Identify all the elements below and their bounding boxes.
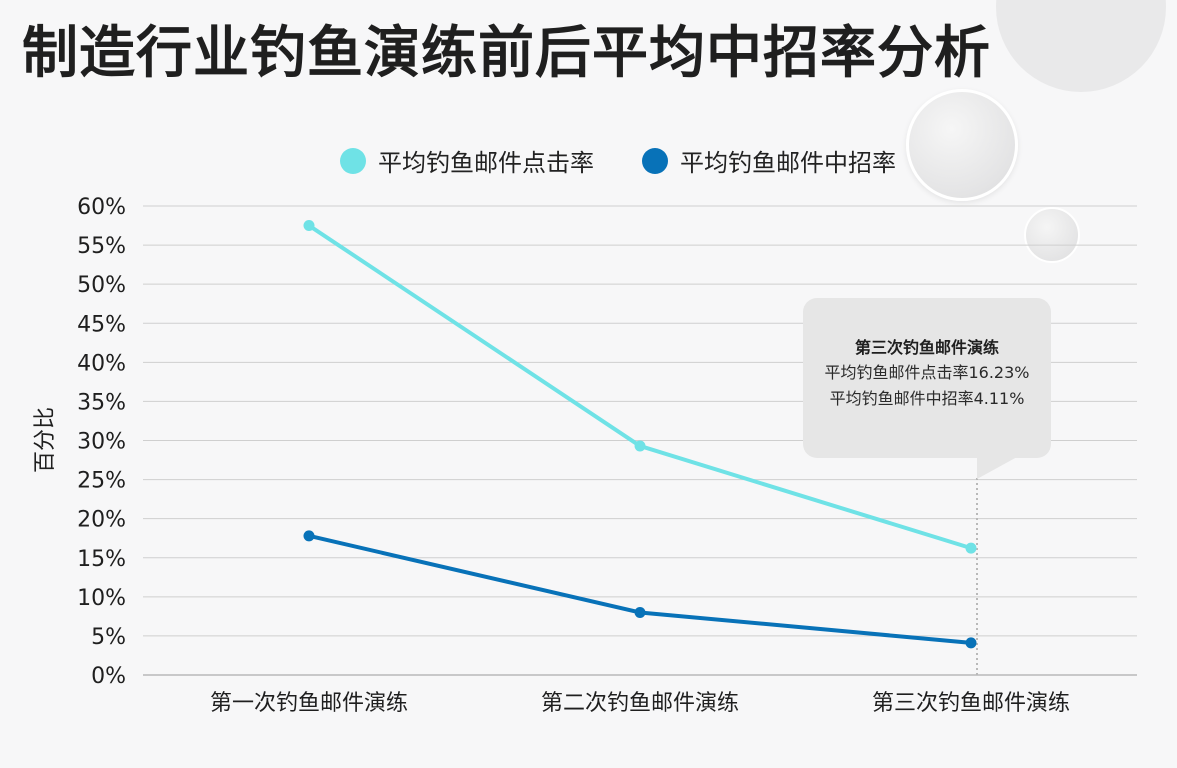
- y-tick-label: 0%: [91, 664, 126, 689]
- data-point-click-rate: [303, 220, 315, 232]
- data-point-click-rate: [965, 542, 977, 554]
- x-tick-label: 第一次钓鱼邮件演练: [210, 691, 408, 716]
- legend-marker-click-rate: [340, 147, 366, 174]
- series-line-compromise-rate: [307, 533, 973, 645]
- data-point-click-rate: [634, 440, 646, 452]
- tooltip-title: 第三次钓鱼邮件演练: [854, 338, 999, 357]
- y-tick-label: 25%: [77, 469, 126, 494]
- data-point-compromise-rate: [303, 530, 315, 542]
- y-axis-label: 百分比: [33, 407, 58, 473]
- chart-title: 制造行业钓鱼演练前后平均中招率分析: [22, 21, 991, 86]
- y-tick-label: 55%: [77, 234, 126, 259]
- y-tick-label: 50%: [77, 273, 126, 298]
- legend-item-compromise-rate[interactable]: 平均钓鱼邮件中招率: [642, 143, 896, 178]
- data-tooltip: 第三次钓鱼邮件演练 平均钓鱼邮件点击率16.23% 平均钓鱼邮件中招率4.11%: [803, 298, 1051, 458]
- y-tick-label: 10%: [77, 586, 126, 611]
- y-tick-label: 40%: [77, 351, 126, 376]
- y-tick-label: 5%: [91, 625, 126, 650]
- decorative-circle-medium: [906, 89, 1018, 201]
- y-tick-label: 15%: [77, 547, 126, 572]
- y-tick-label: 20%: [77, 508, 126, 533]
- y-tick-label: 30%: [77, 430, 126, 455]
- tooltip-pointer: [977, 457, 1017, 479]
- decorative-circle-small: [1024, 207, 1080, 263]
- y-tick-label: 45%: [77, 312, 126, 337]
- legend-item-click-rate[interactable]: 平均钓鱼邮件点击率: [340, 143, 594, 178]
- legend-label-click-rate: 平均钓鱼邮件点击率: [378, 149, 594, 177]
- tooltip-click-rate: 平均钓鱼邮件点击率16.23%: [824, 363, 1030, 382]
- data-point-compromise-rate: [965, 637, 977, 649]
- legend-label-compromise-rate: 平均钓鱼邮件中招率: [680, 149, 896, 177]
- x-tick-label: 第三次钓鱼邮件演练: [872, 691, 1070, 716]
- data-point-compromise-rate: [634, 606, 646, 618]
- legend-marker-compromise-rate: [642, 147, 668, 174]
- y-tick-label: 60%: [77, 195, 126, 220]
- y-tick-label: 35%: [77, 390, 126, 415]
- tooltip-compromise-rate: 平均钓鱼邮件中招率4.11%: [829, 389, 1025, 408]
- x-tick-label: 第二次钓鱼邮件演练: [541, 691, 739, 716]
- chart-legend: 平均钓鱼邮件点击率 平均钓鱼邮件中招率: [340, 143, 896, 178]
